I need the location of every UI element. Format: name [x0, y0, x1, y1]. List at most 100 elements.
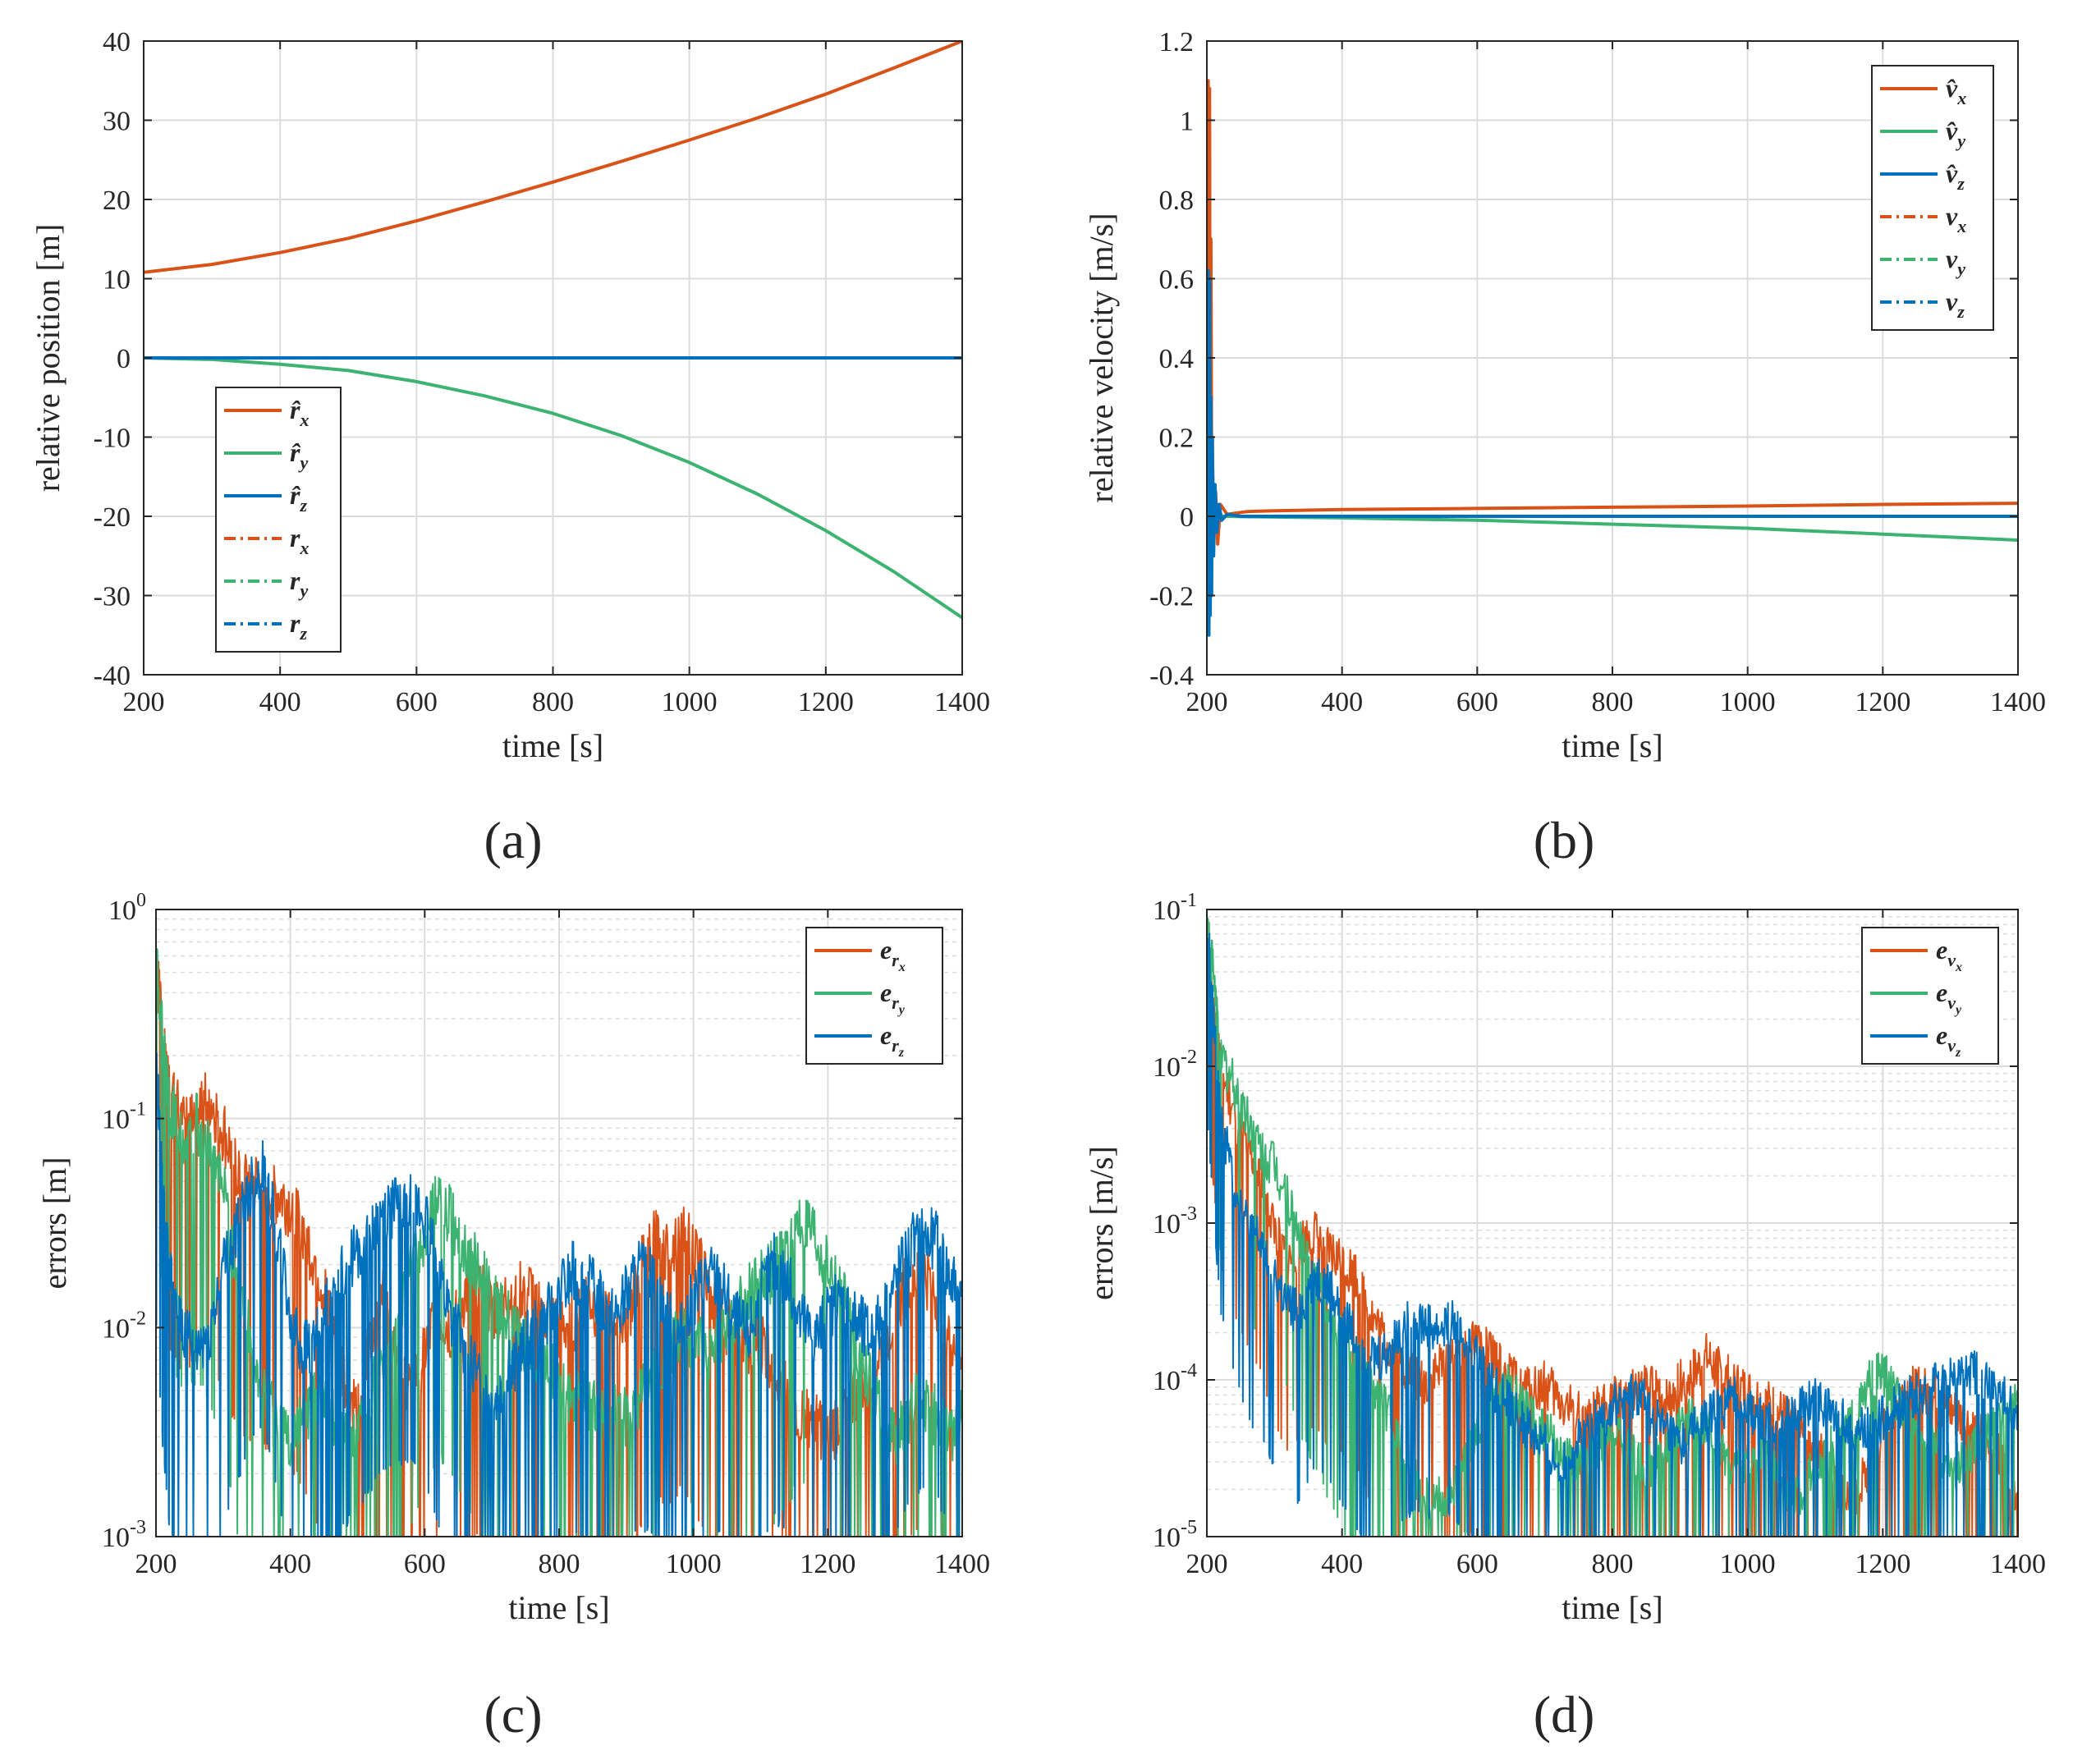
- y-tick-label: 1: [1180, 107, 1194, 137]
- y-axis-label: errors [m]: [36, 1157, 73, 1289]
- y-tick-label: 10-2: [1153, 1047, 1197, 1083]
- legend-label: vx: [1946, 201, 1966, 236]
- series-line-e_rz: [156, 1052, 962, 1537]
- x-tick-label: 1400: [934, 687, 990, 717]
- legend-box: [805, 927, 943, 1065]
- x-axis-label: time [s]: [508, 1589, 609, 1626]
- legend-label: r̂y: [290, 438, 308, 473]
- legend-label-subsub: y: [897, 1003, 906, 1017]
- legend-label-sub: x: [299, 538, 309, 558]
- x-tick-label: 800: [1592, 687, 1634, 717]
- legend-label-sub: x: [1956, 88, 1966, 108]
- legend-label-subsub: z: [1955, 1046, 1961, 1060]
- y-tick-base: 10: [102, 1523, 130, 1553]
- y-tick-label: 10-3: [1153, 1203, 1197, 1239]
- legend-label-sub: y: [1955, 131, 1965, 151]
- y-tick-exponent: -5: [1181, 1517, 1197, 1538]
- panel-label-d: (d): [1534, 1685, 1595, 1743]
- legend-label-sub: y: [297, 580, 308, 601]
- legend-label-sub: y: [297, 452, 308, 473]
- y-tick-label: 10-3: [102, 1517, 146, 1553]
- chart-panel-b: 200 400 600 800 1000 1200 1400 1.2 1 0.8 0.6 0.4 0.2…: [1083, 27, 2046, 764]
- legend-label: evx: [1936, 935, 1962, 974]
- x-tick-label: 600: [1456, 1549, 1498, 1579]
- legend-box: [1871, 65, 1994, 331]
- y-tick-exponent: 0: [136, 890, 146, 911]
- y-tick-label: 1.2: [1159, 27, 1195, 57]
- legend-label-base: v̂: [1946, 158, 1958, 188]
- legend-label-sub: v: [1947, 992, 1956, 1013]
- y-tick-label: 10-2: [102, 1308, 146, 1344]
- legend-label: evz: [1936, 1020, 1961, 1060]
- x-tick-label: 1200: [1855, 1549, 1910, 1579]
- y-tick-exponent: -1: [1181, 890, 1197, 911]
- x-tick-label: 200: [1186, 1549, 1228, 1579]
- legend-label-sub: x: [299, 410, 309, 430]
- x-tick-label: 800: [532, 687, 574, 717]
- y-tick-label: 10-1: [102, 1099, 146, 1135]
- y-tick-base: 10: [1153, 1366, 1181, 1396]
- x-tick-label: 1200: [798, 687, 854, 717]
- legend-label-base: e: [1936, 935, 1947, 964]
- legend-label: erz: [880, 1020, 905, 1060]
- legend-label: ery: [880, 978, 906, 1017]
- legend-label: rz: [290, 608, 307, 644]
- panel-label-c: (c): [484, 1685, 542, 1743]
- y-tick-label: -30: [94, 582, 131, 612]
- y-tick-label: 40: [103, 27, 131, 57]
- y-tick-label: 10-4: [1153, 1360, 1197, 1396]
- legend-label-subsub: x: [1955, 960, 1962, 974]
- y-tick-exponent: -2: [1181, 1047, 1197, 1068]
- x-tick-label: 1000: [662, 687, 718, 717]
- legend-label-subsub: y: [1954, 1003, 1962, 1017]
- legend-label-base: v̂: [1946, 116, 1958, 145]
- legend-label-base: v: [1946, 286, 1958, 316]
- y-tick-label: 10-5: [1153, 1517, 1197, 1553]
- x-tick-label: 1000: [1720, 687, 1776, 717]
- x-tick-label: 400: [1321, 1549, 1363, 1579]
- legend-label-sub: r: [892, 950, 899, 970]
- legend-label-base: r̂: [290, 480, 301, 510]
- x-tick-label: 1200: [800, 1549, 855, 1579]
- y-tick-label: 0: [1180, 502, 1194, 533]
- y-tick-exponent: -1: [130, 1099, 146, 1120]
- y-tick-label: -0.4: [1149, 661, 1194, 691]
- legend-label: vy: [1946, 244, 1965, 279]
- series-line-e_ry: [156, 929, 962, 1537]
- legend-label: v̂z: [1946, 158, 1965, 194]
- x-tick-label: 400: [269, 1549, 311, 1579]
- legend-label-sub: z: [299, 495, 307, 515]
- y-axis-label: relative velocity [m/s]: [1083, 213, 1120, 502]
- legend-label-base: e: [880, 1020, 892, 1050]
- y-tick-label: -20: [94, 502, 131, 533]
- x-tick-label: 400: [259, 687, 301, 717]
- legend-label: evy: [1936, 978, 1962, 1017]
- legend-label-sub: y: [1955, 259, 1965, 279]
- y-tick-base: 10: [1153, 1052, 1181, 1083]
- series-line-r_y: [144, 356, 962, 620]
- y-tick-base: 10: [1153, 1209, 1181, 1239]
- legend-label-sub: x: [1956, 216, 1966, 236]
- y-tick-base: 10: [102, 1313, 130, 1344]
- legend-label: r̂z: [290, 480, 307, 515]
- x-tick-label: 600: [1456, 687, 1498, 717]
- legend-label: ry: [290, 566, 308, 601]
- y-tick-label: 10-1: [1153, 890, 1197, 926]
- x-axis-label: time [s]: [1562, 1589, 1663, 1626]
- y-tick-base: 10: [108, 896, 136, 926]
- legend-label-base: r̂: [290, 438, 301, 467]
- y-tick-base: 10: [1153, 896, 1181, 926]
- series-line-r_x: [144, 41, 962, 274]
- y-tick-label: -0.2: [1149, 582, 1194, 612]
- legend-label-subsub: x: [898, 960, 906, 974]
- x-axis-label: time [s]: [502, 727, 603, 764]
- legend-label: erx: [880, 935, 906, 974]
- series-line-v_x: [1207, 79, 2018, 558]
- legend-label-sub: z: [1956, 173, 1965, 194]
- legend-label-base: r̂: [290, 395, 301, 424]
- legend-label-base: e: [880, 978, 892, 1007]
- x-tick-label: 1400: [934, 1549, 990, 1579]
- series-line-e_vx: [1207, 925, 2018, 1537]
